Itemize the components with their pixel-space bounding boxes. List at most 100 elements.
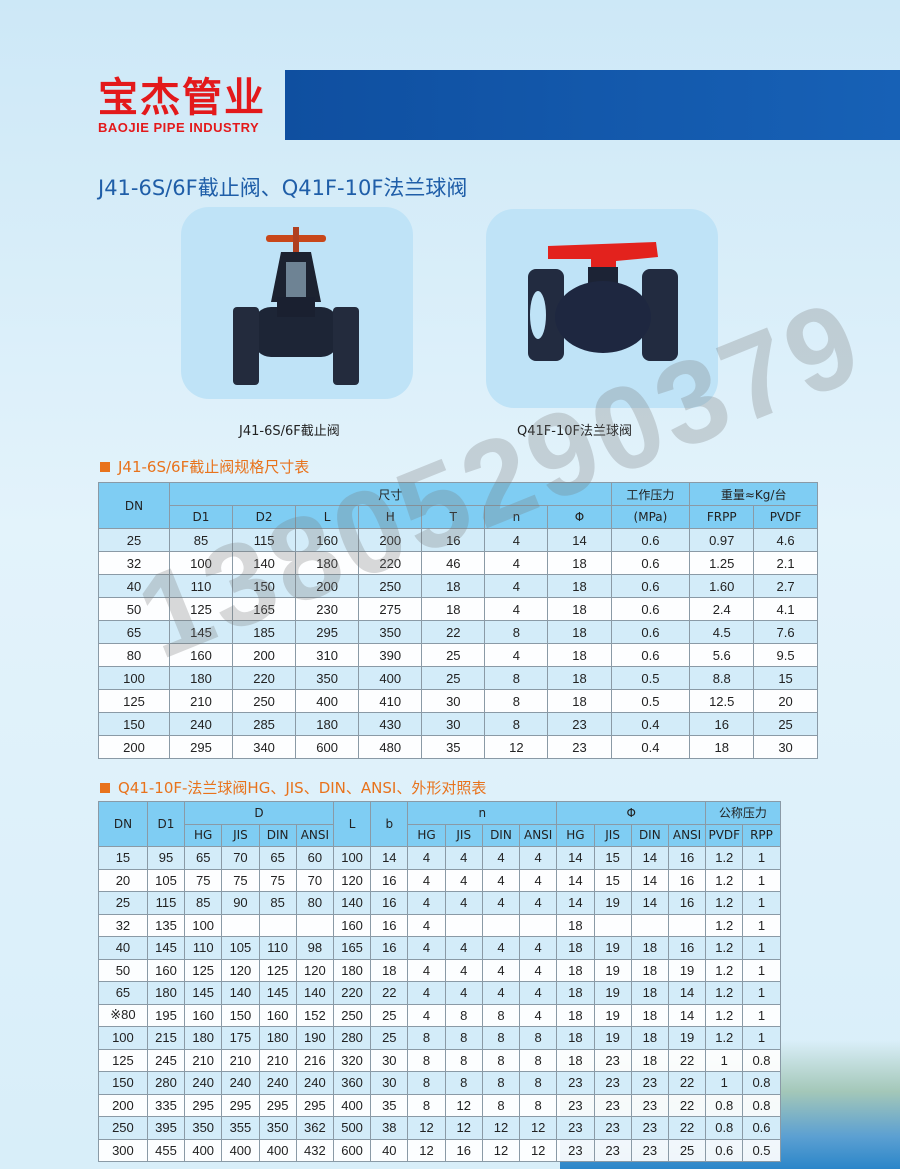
- table-cell: 22: [421, 620, 486, 644]
- table-cell: 340: [232, 735, 297, 759]
- table-row: ※80 195 160 150 160 152 250 25 4 8 8 4 18 19 18 14 1.2 1: [98, 1003, 818, 1027]
- table-cell: 140: [295, 981, 334, 1005]
- table-cell: 320: [332, 1048, 372, 1072]
- table-cell: 4.5: [689, 620, 755, 644]
- table-cell: 8: [481, 1071, 521, 1095]
- table-cell: 120: [332, 868, 372, 892]
- table-cell: 350: [295, 666, 360, 690]
- square-bullet-icon: [100, 462, 110, 472]
- table-cell: 432: [295, 1138, 334, 1162]
- table-cell: 240: [295, 1071, 334, 1095]
- table-cell: 4: [481, 846, 521, 870]
- table-cell: 4: [407, 846, 446, 870]
- table-cell: 18: [421, 574, 486, 598]
- table-cell: 60: [295, 846, 334, 870]
- table-cell: 23: [556, 1071, 595, 1095]
- header-weight: 重量≈Kg/台: [689, 482, 818, 506]
- table-cell: 18: [370, 958, 409, 982]
- table-cell: 4: [407, 868, 446, 892]
- section-heading-1: J41-6S/6F截止阀规格尺寸表: [100, 456, 309, 477]
- table-cell: 4: [519, 846, 558, 870]
- table-cell: 350: [358, 620, 423, 644]
- table-cell: 22: [667, 1116, 707, 1140]
- table-cell: 0.5: [610, 666, 691, 690]
- table-cell: 0.8: [705, 1093, 744, 1117]
- table-cell: 295: [184, 1093, 223, 1117]
- table-cell: 280: [146, 1071, 186, 1095]
- table-cell: 150: [232, 574, 297, 598]
- table-cell: 7.6: [753, 620, 818, 644]
- table-cell: 115: [232, 528, 297, 552]
- table-row: 250 395 350 355 350 362 500 38 12 12 12 12 23 23 23 22 0…: [98, 1116, 818, 1140]
- table-cell: 120: [221, 958, 260, 982]
- globe-valve-image: [181, 207, 413, 399]
- table-cell: 100: [332, 846, 372, 870]
- product-caption: J41-6S/6F截止阀: [239, 424, 340, 439]
- table-cell: 240: [221, 1071, 260, 1095]
- table-cell: 19: [593, 1003, 632, 1027]
- table-cell: 40: [98, 574, 170, 598]
- table-cell: 30: [421, 712, 486, 736]
- table-cell: 23: [556, 1093, 595, 1117]
- table-cell: 40: [370, 1138, 409, 1162]
- subheader: T: [421, 505, 486, 529]
- table-cell: 16: [667, 936, 707, 960]
- table-row: 100 215 180 175 180 190 280 25 8 8 8 8 18 19 18 19 1.2 1: [98, 1026, 818, 1050]
- section-heading-2: Q41-10F-法兰球阀HG、JIS、DIN、ANSI、外形对照表: [100, 777, 486, 798]
- table-cell: 0.6: [610, 574, 691, 598]
- table-cell: 1: [705, 1048, 744, 1072]
- table-cell: 18: [556, 1048, 595, 1072]
- table-cell: 240: [184, 1071, 223, 1095]
- table-cell: 350: [258, 1116, 297, 1140]
- table-cell: 16: [444, 1138, 483, 1162]
- table-cell: 25: [98, 528, 170, 552]
- table-cell: 310: [295, 643, 360, 667]
- table-cell: 25: [370, 1026, 409, 1050]
- table-cell: 0.8: [742, 1048, 781, 1072]
- table-cell: 180: [332, 958, 372, 982]
- table-cell: 160: [295, 528, 360, 552]
- table-cell: 0.97: [689, 528, 755, 552]
- table-cell: 2.1: [753, 551, 818, 575]
- table-cell: 12: [407, 1116, 446, 1140]
- table-cell: 9.5: [753, 643, 818, 667]
- table-cell: [444, 913, 483, 937]
- table-cell: 23: [630, 1093, 669, 1117]
- table-cell: 120: [295, 958, 334, 982]
- subheader: ANSI: [519, 823, 558, 847]
- table-cell: 8: [519, 1048, 558, 1072]
- table-cell: 12: [444, 1093, 483, 1117]
- table-cell: 30: [421, 689, 486, 713]
- table-cell: 38: [370, 1116, 409, 1140]
- table-cell: 20: [98, 868, 148, 892]
- section-heading-text: Q41-10F-法兰球阀HG、JIS、DIN、ANSI、外形对照表: [118, 779, 487, 797]
- table-cell: 65: [184, 846, 223, 870]
- table-cell: 1.2: [705, 913, 744, 937]
- table-cell: 210: [168, 689, 234, 713]
- table-cell: 180: [168, 666, 234, 690]
- table-cell: 295: [258, 1093, 297, 1117]
- table-row: 125 245 210 210 210 216 320 30 8 8 8 8 18 23 18 22 1 0.8: [98, 1048, 818, 1072]
- table-cell: 275: [358, 597, 423, 621]
- table-cell: 8: [444, 1048, 483, 1072]
- table-cell: 18: [556, 936, 595, 960]
- subheader: PVDF: [753, 505, 818, 529]
- table-cell: [593, 913, 632, 937]
- header-d: D: [184, 801, 334, 825]
- table-cell: 140: [332, 891, 372, 915]
- table-cell: 23: [593, 1116, 632, 1140]
- table-cell: 4: [519, 868, 558, 892]
- table-cell: 295: [168, 735, 234, 759]
- table-row: 32 135 100 160 16 4 18 1.2 1: [98, 913, 818, 937]
- table-cell: 4: [444, 936, 483, 960]
- table-cell: 23: [630, 1138, 669, 1162]
- table-cell: 30: [370, 1071, 409, 1095]
- table-cell: [519, 913, 558, 937]
- table-cell: 80: [98, 643, 170, 667]
- table-cell: 285: [232, 712, 297, 736]
- table-cell: 4.6: [753, 528, 818, 552]
- table-cell: 40: [98, 936, 148, 960]
- subheader: ANSI: [667, 823, 707, 847]
- table-cell: 145: [168, 620, 234, 644]
- table-cell: 23: [593, 1071, 632, 1095]
